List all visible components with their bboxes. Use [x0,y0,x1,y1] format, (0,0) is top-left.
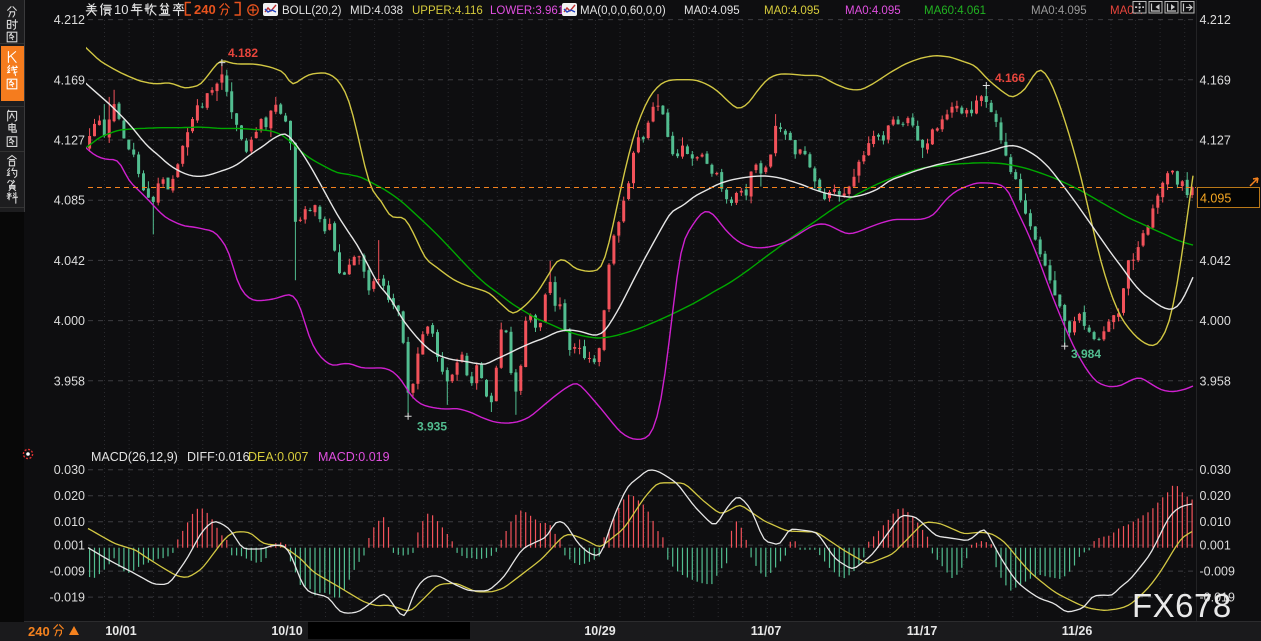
svg-text:4.085: 4.085 [54,194,85,208]
svg-text:240: 240 [194,2,216,17]
svg-text:MA(0,0,0,60,0,0): MA(0,0,0,60,0,0) [580,5,666,17]
svg-text:0.030: 0.030 [54,463,85,477]
svg-text:4.042: 4.042 [54,254,85,268]
svg-text:-0.019: -0.019 [50,591,85,605]
svg-text:UPPER:4.116: UPPER:4.116 [412,5,483,17]
svg-text:3.984: 3.984 [1071,347,1101,361]
svg-text:3.935: 3.935 [417,419,447,433]
svg-text:MACD:0.019: MACD:0.019 [318,450,390,464]
svg-text:4.000: 4.000 [54,314,85,328]
svg-text:0.001: 0.001 [1200,539,1231,553]
svg-text:MA0:4.095: MA0:4.095 [764,5,820,17]
svg-text:-0.009: -0.009 [50,565,85,579]
svg-text:0.001: 0.001 [54,539,85,553]
svg-text:-0.019: -0.019 [1200,591,1235,605]
svg-text:3.958: 3.958 [54,374,85,388]
svg-text:4.095: 4.095 [1200,192,1231,206]
svg-text:MID:4.038: MID:4.038 [350,5,403,17]
svg-text:4.212: 4.212 [54,13,85,27]
svg-text:4.166: 4.166 [995,71,1025,85]
svg-text:10/01: 10/01 [105,624,136,638]
svg-text:MA0:4.095: MA0:4.095 [684,5,740,17]
svg-text:0.010: 0.010 [1200,515,1231,529]
svg-text:4.169: 4.169 [1200,73,1231,87]
svg-text:4.169: 4.169 [54,73,85,87]
svg-text:-0.009: -0.009 [1200,565,1235,579]
svg-text:3.958: 3.958 [1200,374,1231,388]
svg-text:0.030: 0.030 [1200,463,1231,477]
svg-text:4.212: 4.212 [1200,13,1231,27]
svg-text:LOWER:3.961: LOWER:3.961 [490,5,564,17]
svg-text:FX678: FX678 [1132,587,1232,624]
svg-text:DEA:0.007: DEA:0.007 [248,450,309,464]
svg-text:BOLL(20,2): BOLL(20,2) [282,5,342,17]
svg-text:4.127: 4.127 [54,134,85,148]
svg-text:0.010: 0.010 [54,515,85,529]
svg-text:10/29: 10/29 [584,624,615,638]
svg-text:10: 10 [114,2,128,17]
svg-text:0.020: 0.020 [1200,489,1231,503]
svg-text:MA0:4.095: MA0:4.095 [845,5,901,17]
svg-text:4.182: 4.182 [228,46,258,60]
svg-text:11/07: 11/07 [751,624,782,638]
svg-text:0.020: 0.020 [54,489,85,503]
svg-text:DIFF:0.016: DIFF:0.016 [187,450,250,464]
svg-text:MA60:4.061: MA60:4.061 [924,5,986,17]
svg-text:4.000: 4.000 [1200,314,1231,328]
svg-text:4.127: 4.127 [1200,134,1231,148]
svg-text:MA0:4.095: MA0:4.095 [1031,5,1087,17]
svg-text:4.042: 4.042 [1200,254,1231,268]
svg-text:240: 240 [28,624,50,639]
svg-text:MACD(26,12,9): MACD(26,12,9) [91,450,178,464]
svg-text:11/26: 11/26 [1062,624,1093,638]
svg-text:10/10: 10/10 [271,624,302,638]
svg-text:11/17: 11/17 [907,624,938,638]
